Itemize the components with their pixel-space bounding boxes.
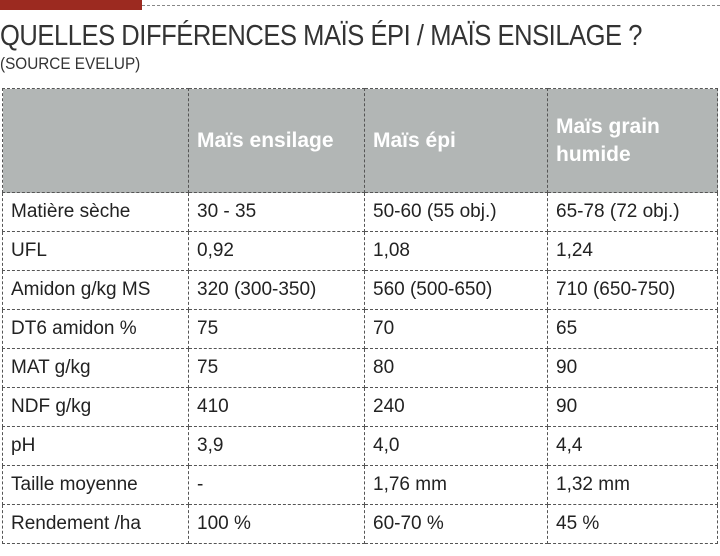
row-label: DT6 amidon %: [2, 309, 189, 349]
table-cell: 0,92: [188, 231, 365, 271]
table-cell: 320 (300-350): [188, 270, 365, 310]
table-row: NDF g/kg 410 240 90: [2, 387, 718, 427]
divider: [142, 5, 720, 6]
row-label: pH: [2, 426, 189, 466]
table-cell: 410: [188, 387, 365, 427]
row-label: NDF g/kg: [2, 387, 189, 427]
header-cell: [2, 88, 189, 193]
row-label: Rendement /ha: [2, 504, 189, 544]
table-cell: 1,08: [364, 231, 548, 271]
row-label: MAT g/kg: [2, 348, 189, 388]
row-label: Matière sèche: [2, 192, 189, 232]
table-cell: 65: [547, 309, 718, 349]
header-cell: Maïs grain humide: [547, 88, 718, 193]
table-cell: -: [188, 465, 365, 505]
table-cell: 80: [364, 348, 548, 388]
table-cell: 1,76 mm: [364, 465, 548, 505]
accent-bar: [0, 0, 142, 10]
table-cell: 75: [188, 309, 365, 349]
table-row: Amidon g/kg MS 320 (300-350) 560 (500-650)…: [2, 270, 718, 310]
table-row: Matière sèche 30 - 35 50-60 (55 obj.) 65-78…: [2, 192, 718, 232]
table-cell: 30 - 35: [188, 192, 365, 232]
table-cell: 100 %: [188, 504, 365, 544]
comparison-table: Maïs ensilage Maïs épi Maïs grain humide…: [2, 88, 718, 544]
table-cell: 70: [364, 309, 548, 349]
table-cell: 4,0: [364, 426, 548, 466]
table-cell: 3,9: [188, 426, 365, 466]
header-row: Maïs ensilage Maïs épi Maïs grain humide: [2, 88, 718, 193]
table-row: Taille moyenne -1,76 mm 1,32 mm: [2, 465, 718, 505]
page-title: QUELLES DIFFÉRENCES MAÏS ÉPI / MAÏS ENSI…: [0, 20, 643, 52]
header-cell: Maïs épi: [364, 88, 548, 193]
row-label: Amidon g/kg MS: [2, 270, 189, 310]
table-row: DT6 amidon % 75 70 65: [2, 309, 718, 349]
table-cell: 45 %: [547, 504, 718, 544]
table-cell: 710 (650-750): [547, 270, 718, 310]
table-cell: 75: [188, 348, 365, 388]
header-cell: Maïs ensilage: [188, 88, 365, 193]
table-cell: 240: [364, 387, 548, 427]
table-row: Rendement /ha 100 % 60-70 % 45 %: [2, 504, 718, 544]
table-cell: 90: [547, 387, 718, 427]
table-cell: 50-60 (55 obj.): [364, 192, 548, 232]
table-cell: 4,4: [547, 426, 718, 466]
table-row: UFL 0,92 1,08 1,24: [2, 231, 718, 271]
table-cell: 60-70 %: [364, 504, 548, 544]
table-row: pH 3,9 4,0 4,4: [2, 426, 718, 466]
table-row: MAT g/kg 75 80 90: [2, 348, 718, 388]
table-cell: 65-78 (72 obj.): [547, 192, 718, 232]
table-cell: 90: [547, 348, 718, 388]
row-label: UFL: [2, 231, 189, 271]
row-label: Taille moyenne: [2, 465, 189, 505]
table-cell: 1,24: [547, 231, 718, 271]
source-subtitle: (SOURCE EVELUP): [0, 54, 141, 73]
table-cell: 1,32 mm: [547, 465, 718, 505]
table-cell: 560 (500-650): [364, 270, 548, 310]
